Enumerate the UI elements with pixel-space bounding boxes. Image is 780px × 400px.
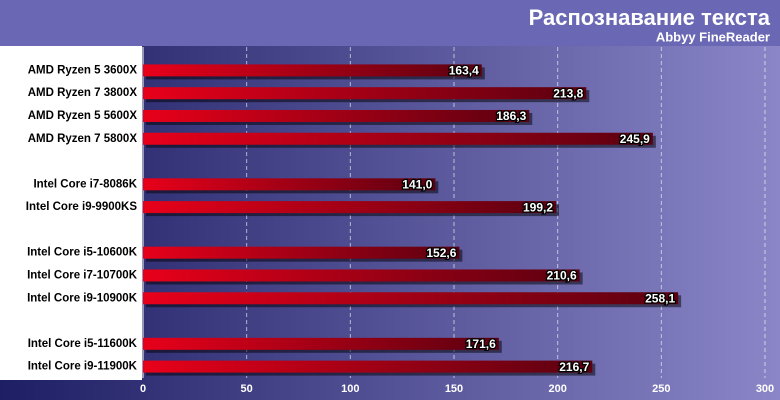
bar [143,109,530,122]
bar [143,269,580,282]
chart-title: Распознавание текста [529,5,771,30]
x-tick-label: 200 [548,383,566,395]
x-tick-label: 300 [756,383,774,395]
x-tick-label: 100 [341,383,359,395]
x-tick-label: 0 [140,383,146,395]
value-label: 245,9 [620,132,650,146]
value-label: 152,6 [426,246,456,260]
value-label: 141,0 [402,177,432,191]
bar [143,337,499,350]
bar [143,178,436,191]
bar [143,360,593,373]
bar [143,292,679,305]
x-tick-label: 50 [241,383,253,395]
x-tick-label: 150 [445,383,463,395]
chart-subtitle: Abbyy FineReader [656,29,770,44]
value-label: 199,2 [523,200,553,214]
x-tick-label: 250 [652,383,670,395]
y-tick-label: Intel Core i9-10900K [27,292,138,304]
y-tick-label: Intel Core i5-11600K [28,338,138,350]
bar [143,201,557,214]
bar [143,132,653,145]
y-tick-label: Intel Core i9-9900KS [26,201,138,213]
y-tick-label: Intel Core i9-11900K [28,361,138,373]
y-tick-label: AMD Ryzen 7 5800X [28,133,138,145]
y-tick-label: Intel Core i7-8086K [33,178,137,190]
value-label: 163,4 [449,64,479,78]
value-label: 171,6 [466,337,496,351]
y-tick-label: AMD Ryzen 5 3600X [28,64,138,76]
value-label: 216,7 [559,360,589,374]
value-label: 258,1 [645,291,675,305]
bar [143,87,587,100]
value-label: 213,8 [553,86,583,100]
y-tick-label: Intel Core i7-10700K [27,269,138,281]
value-label: 210,6 [547,269,577,283]
header [0,0,780,46]
label-panel [0,46,142,380]
y-tick-label: AMD Ryzen 5 5600X [28,110,138,122]
y-tick-label: AMD Ryzen 7 3800X [28,87,138,99]
value-label: 186,3 [496,109,526,123]
y-tick-label: Intel Core i5-10600K [27,247,138,259]
bar [143,246,460,259]
bar [143,64,482,77]
